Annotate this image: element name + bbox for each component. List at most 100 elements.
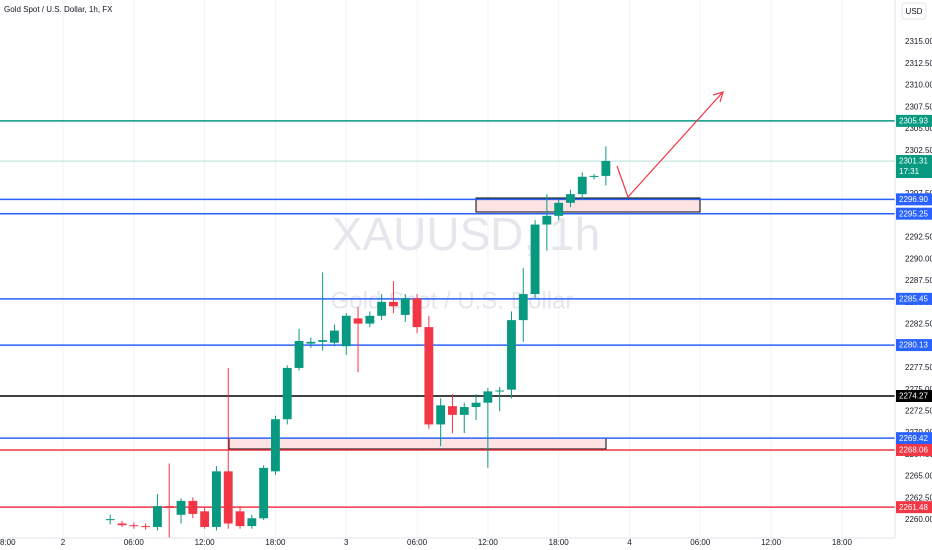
level-tag-label: 2296.90 bbox=[899, 195, 928, 204]
y-tick-label: 2290.00 bbox=[905, 254, 932, 263]
candle-body bbox=[259, 467, 269, 519]
candle-body bbox=[200, 511, 210, 527]
y-tick-label: 2287.50 bbox=[905, 276, 932, 285]
candle-body bbox=[577, 176, 587, 195]
y-tick-label: 2312.50 bbox=[905, 59, 932, 68]
candle-body bbox=[271, 419, 280, 472]
candle-body bbox=[282, 367, 292, 420]
y-tick-label: 2315.00 bbox=[905, 37, 932, 46]
y-tick-label: 2292.50 bbox=[905, 233, 932, 242]
zone bbox=[475, 197, 701, 213]
level-tag-label: 2261.48 bbox=[899, 503, 928, 512]
x-tick-label: 12:00 bbox=[195, 538, 216, 547]
y-tick-label: 2310.00 bbox=[905, 81, 932, 90]
watermark: XAUUSD, 1h bbox=[332, 208, 600, 260]
level-tag bbox=[896, 390, 932, 403]
candle-body bbox=[542, 215, 552, 225]
y-tick-label: 2275.00 bbox=[905, 385, 932, 394]
currency-button[interactable] bbox=[901, 2, 927, 20]
x-tick-label: 3 bbox=[344, 538, 349, 547]
level-tag-label: 2269.42 bbox=[899, 434, 928, 443]
zone bbox=[228, 437, 607, 450]
level-tag bbox=[896, 207, 932, 220]
countdown-label: 17:31 bbox=[899, 167, 920, 176]
time-axis bbox=[0, 538, 932, 550]
level-tag-label: 2274.27 bbox=[899, 392, 928, 401]
candle-body bbox=[212, 471, 221, 527]
candle-body bbox=[105, 519, 115, 521]
candle-body bbox=[294, 340, 304, 368]
x-tick-label: 06:00 bbox=[407, 538, 428, 547]
x-tick-label: 8:00 bbox=[0, 538, 16, 547]
last-price-label: 2301.31 bbox=[899, 157, 928, 166]
candle-body bbox=[566, 194, 575, 203]
y-tick-label: 2277.50 bbox=[905, 363, 932, 372]
x-tick-label: 4 bbox=[627, 538, 632, 547]
candle-body bbox=[459, 407, 469, 415]
y-tick-label: 2262.50 bbox=[905, 493, 932, 502]
candle-body bbox=[247, 518, 257, 527]
level-tag bbox=[896, 501, 932, 514]
x-tick-label: 12:00 bbox=[478, 538, 499, 547]
candle-body bbox=[306, 341, 316, 344]
level-tag-label: 2285.45 bbox=[899, 294, 928, 303]
candle-body bbox=[518, 294, 528, 321]
candle-body bbox=[235, 511, 245, 527]
x-tick-label: 18:00 bbox=[265, 538, 286, 547]
zones bbox=[228, 197, 701, 450]
candles bbox=[105, 146, 611, 538]
candle-body bbox=[400, 298, 410, 315]
candle-body bbox=[365, 315, 375, 324]
arrow-head bbox=[712, 91, 724, 103]
level-tag-label: 2305.93 bbox=[899, 116, 928, 125]
candle-body bbox=[507, 320, 516, 390]
y-tick-label: 2302.50 bbox=[905, 146, 932, 155]
level-tag bbox=[896, 443, 932, 456]
y-tick-label: 2307.50 bbox=[905, 102, 932, 111]
candle-body bbox=[188, 500, 198, 514]
candle-body bbox=[129, 525, 139, 527]
level-tag-label: 2280.13 bbox=[899, 341, 928, 350]
x-tick-label: 06:00 bbox=[124, 538, 145, 547]
candle-body bbox=[117, 523, 127, 526]
x-tick-label: 18:00 bbox=[832, 538, 853, 547]
candle-body bbox=[389, 301, 398, 307]
candle-body bbox=[341, 315, 351, 347]
level-tag bbox=[896, 193, 932, 206]
candle-body bbox=[530, 224, 540, 295]
candle-body bbox=[318, 340, 328, 342]
candle-body bbox=[495, 390, 505, 392]
candle-body bbox=[436, 405, 446, 425]
candle-body bbox=[164, 506, 174, 508]
price-axis bbox=[895, 0, 932, 550]
axes: 2260.002262.502265.002267.502270.002272.… bbox=[0, 37, 932, 547]
candle-body bbox=[141, 526, 151, 528]
level-tag bbox=[896, 339, 932, 352]
level-tag bbox=[896, 114, 932, 127]
arrow-line bbox=[616, 92, 723, 199]
grid bbox=[62, 0, 843, 538]
level-tag-label: 2268.06 bbox=[899, 446, 928, 455]
candle-body bbox=[424, 327, 434, 425]
x-tick-label: 2 bbox=[61, 538, 66, 547]
currency-label: USD bbox=[906, 7, 923, 16]
level-tag-label: 2295.25 bbox=[899, 209, 928, 218]
candle-body bbox=[483, 391, 493, 403]
x-tick-label: 06:00 bbox=[690, 538, 711, 547]
candle-body bbox=[601, 161, 611, 176]
candle-body bbox=[223, 471, 233, 524]
candle-body bbox=[471, 402, 481, 408]
candle-body bbox=[330, 330, 339, 343]
y-tick-label: 2305.00 bbox=[905, 124, 932, 133]
candle-body bbox=[554, 202, 564, 216]
candle-body bbox=[377, 301, 387, 316]
y-tick-label: 2265.00 bbox=[905, 472, 932, 481]
candle-body bbox=[353, 318, 363, 324]
chart-title: Gold Spot / U.S. Dollar, 1h, FX bbox=[4, 5, 113, 14]
candle-body bbox=[448, 406, 457, 415]
arrow bbox=[616, 91, 724, 199]
last-price-tag bbox=[896, 155, 932, 179]
candle-body bbox=[589, 175, 599, 177]
